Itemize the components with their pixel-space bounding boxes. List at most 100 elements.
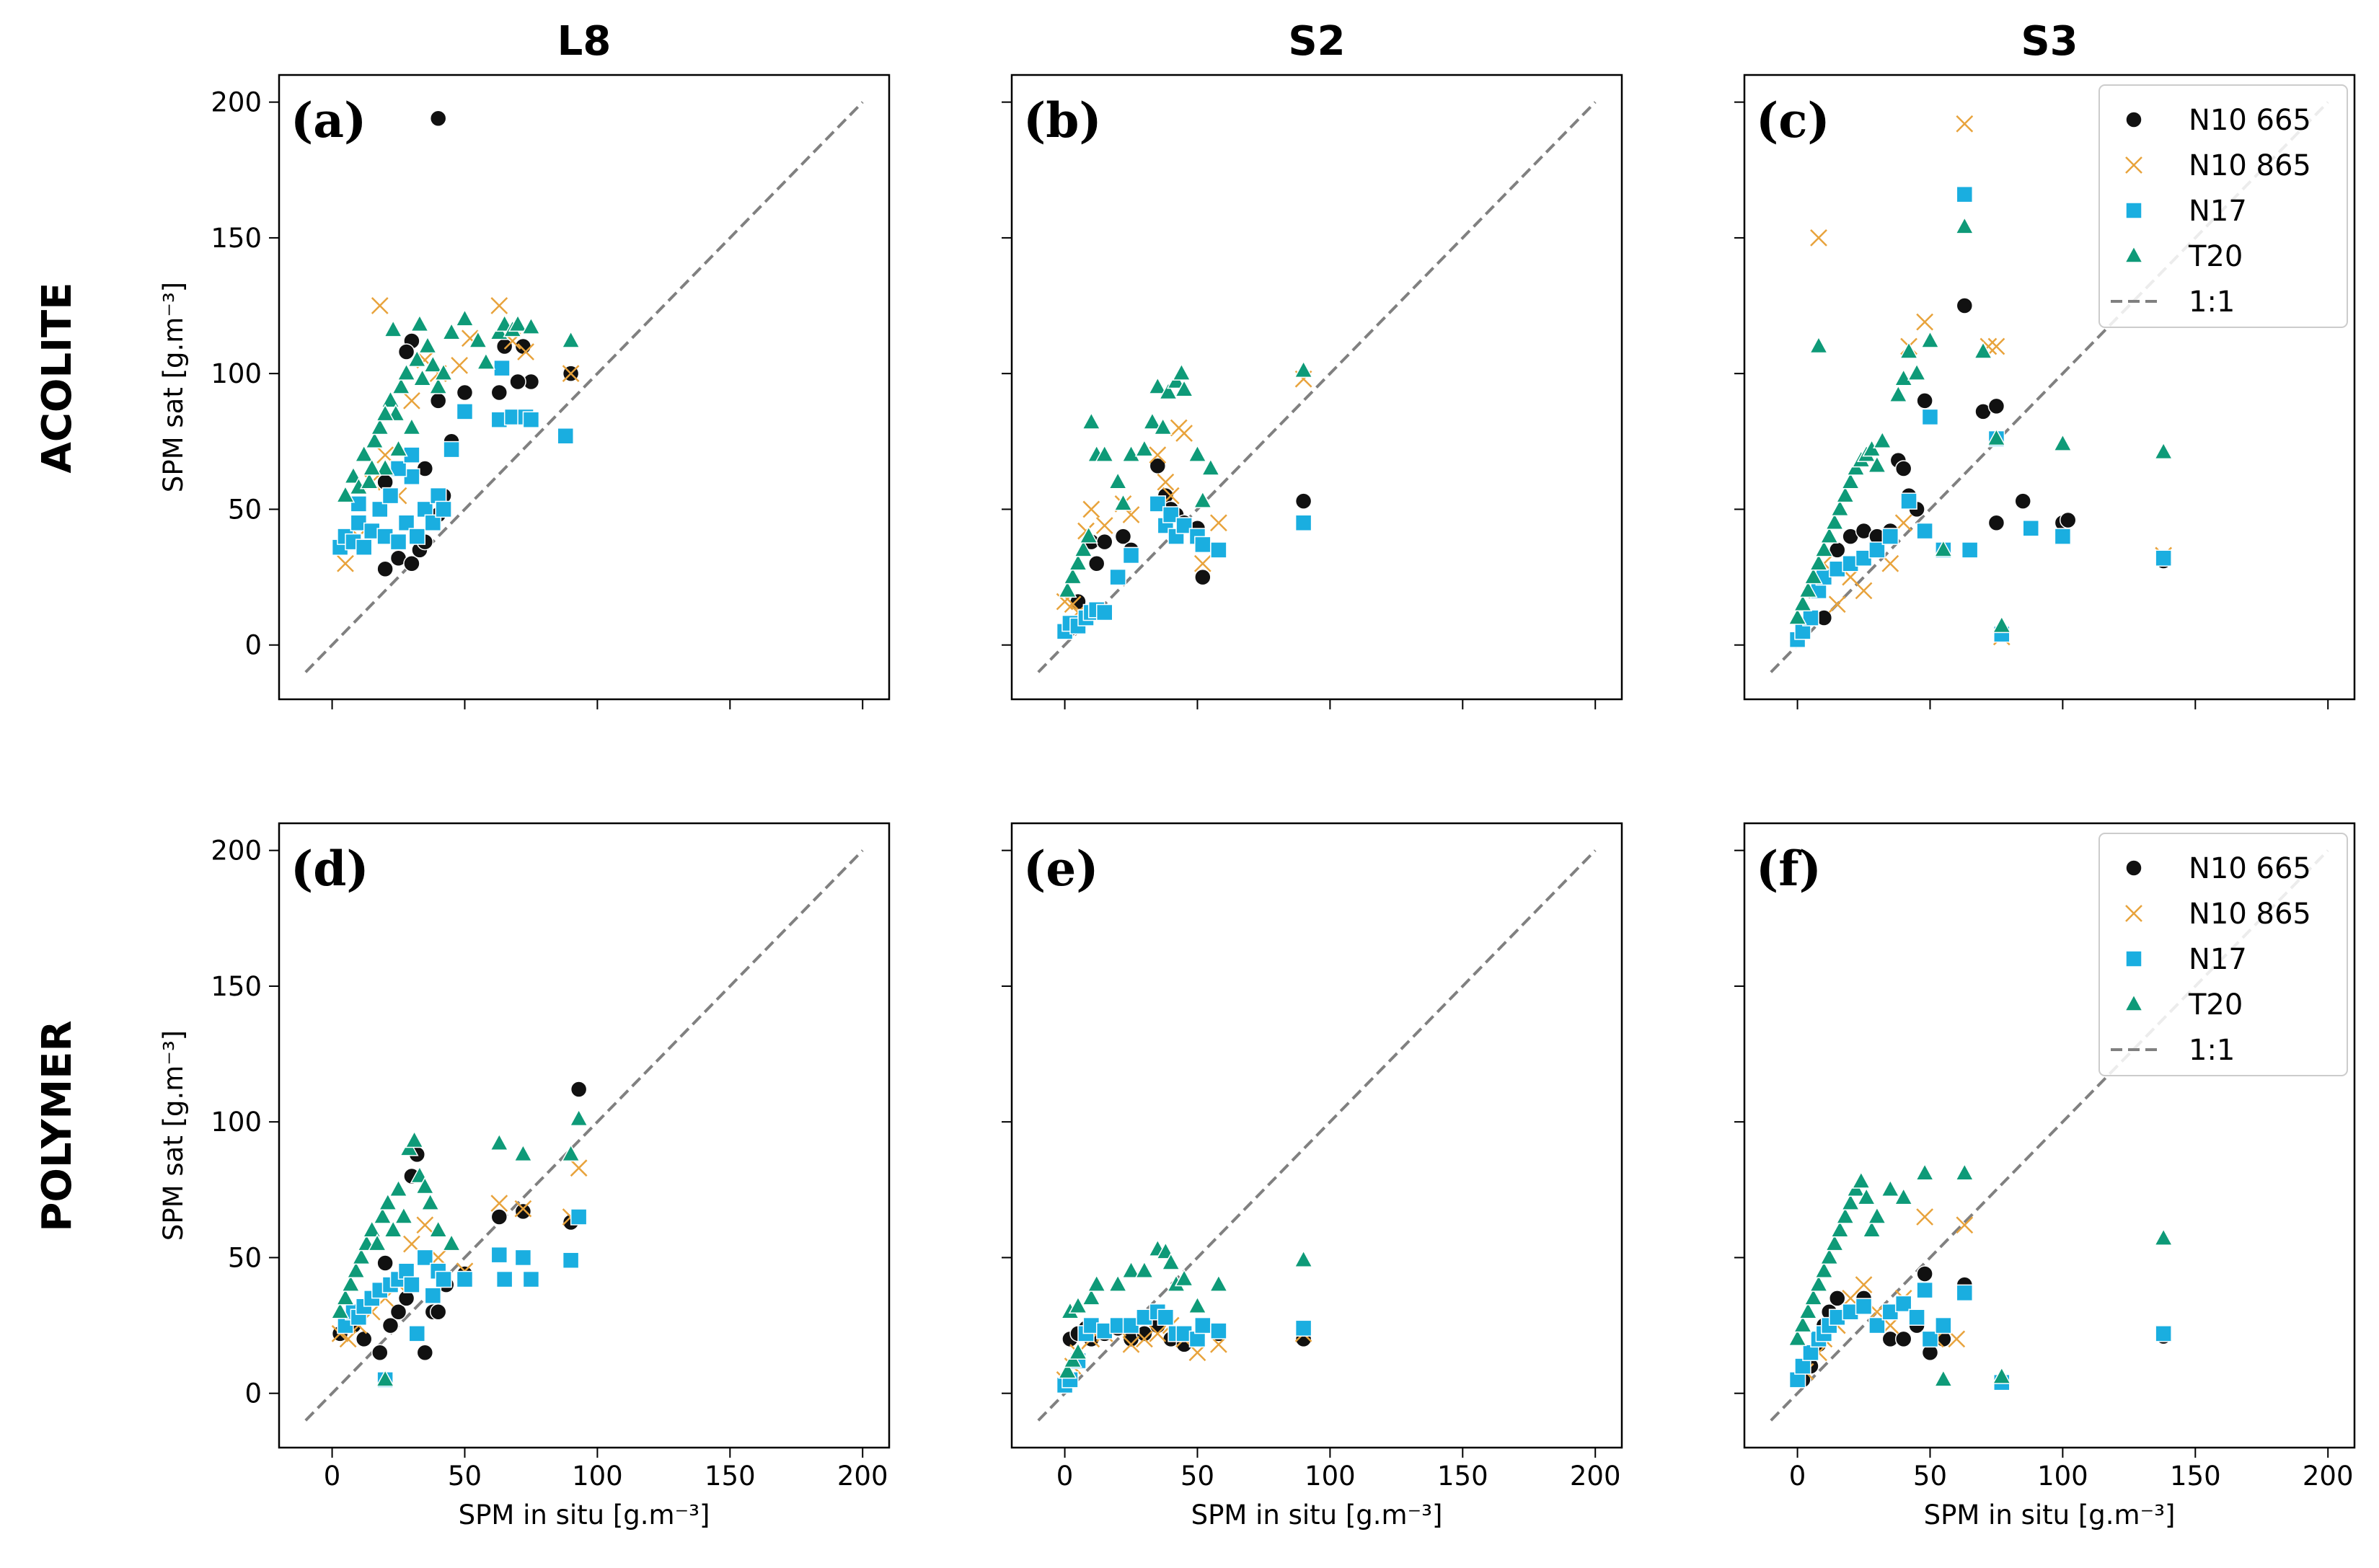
point-n17	[1855, 1298, 1873, 1315]
point-t20	[1209, 1274, 1229, 1292]
legend-entry-label: N10 865	[2189, 898, 2311, 931]
point-t20	[1851, 1171, 1871, 1189]
point-t20	[365, 430, 384, 449]
series-n10-865	[1056, 370, 1312, 621]
point-t20	[1188, 1295, 1207, 1314]
point-n10-665	[1095, 533, 1113, 551]
point-t20	[1819, 526, 1839, 544]
point-t20	[362, 1220, 382, 1238]
point-n17	[1956, 1284, 1974, 1302]
point-t20	[1824, 1233, 1845, 1252]
point-t20	[405, 1130, 424, 1148]
point-n17	[493, 359, 511, 377]
point-t20	[1987, 428, 2006, 446]
point-n10-665	[376, 1254, 394, 1272]
series-n17	[1056, 1303, 1312, 1394]
point-t20	[490, 1133, 509, 1151]
panel-f: 0 50 100 150 200 SPM in situ [g.m⁻³] (f) N10 66…	[1734, 822, 2356, 1531]
point-n10-665	[1916, 1265, 1933, 1283]
series-n17	[1056, 495, 1312, 640]
point-t20	[1835, 1206, 1855, 1224]
point-n10-865	[1916, 313, 1934, 331]
point-n17	[522, 411, 540, 428]
point-t20	[1830, 1220, 1850, 1238]
point-n17	[381, 487, 400, 505]
point-t20	[397, 363, 416, 381]
point-t20	[389, 439, 408, 457]
row-title-acolite: ACOLITE	[34, 282, 81, 473]
legend-swatch-n10-665	[2125, 111, 2142, 128]
point-t20	[418, 335, 438, 354]
point-t20	[1862, 1220, 1881, 1238]
point-t20	[2153, 441, 2173, 460]
point-t20	[1161, 1252, 1180, 1270]
point-n17	[1921, 408, 1939, 426]
point-t20	[428, 376, 448, 394]
point-n17	[1210, 1322, 1227, 1339]
point-n10-865	[337, 554, 354, 572]
series-t20	[335, 309, 581, 503]
point-n10-665	[1114, 528, 1132, 545]
point-n17	[1095, 603, 1113, 621]
plot-area	[304, 849, 864, 1422]
point-t20	[375, 1369, 395, 1387]
point-n17	[2155, 1325, 2172, 1342]
point-n17	[1194, 1316, 1211, 1334]
point-t20	[468, 330, 488, 348]
point-n17	[456, 403, 474, 420]
point-t20	[1824, 512, 1845, 531]
point-t20	[1840, 471, 1861, 490]
point-n17	[435, 500, 452, 518]
point-n17	[456, 1270, 474, 1288]
point-n10-665	[376, 560, 394, 578]
column-title-s3: S3	[2021, 18, 2078, 65]
series-t20	[1057, 360, 1313, 598]
point-t20	[1193, 490, 1213, 508]
point-n10-665	[416, 1344, 434, 1361]
point-t20	[1973, 341, 1993, 359]
series-n17	[337, 1208, 588, 1388]
y-tick-label: 50	[228, 494, 262, 525]
point-t20	[375, 458, 395, 476]
point-n10-665	[1956, 297, 1974, 314]
legend-entry-label: 1:1	[2189, 1034, 2235, 1067]
point-t20	[383, 1220, 403, 1238]
x-axis-label: SPM in situ [g.m⁻³]	[1191, 1500, 1443, 1531]
point-n17	[495, 1270, 513, 1288]
column-title-s2: S2	[1288, 18, 1345, 65]
legend-entry-label: N10 665	[2189, 104, 2311, 137]
point-n10-865	[451, 356, 469, 374]
point-n10-865	[1956, 1216, 1974, 1234]
point-t20	[1798, 580, 1818, 598]
point-n10-665	[1894, 1330, 1912, 1348]
one-to-one-line	[304, 849, 864, 1422]
point-n10-865	[1122, 1336, 1140, 1353]
point-n10-865	[570, 1159, 588, 1177]
point-t20	[1804, 1288, 1823, 1306]
point-n10-865	[490, 297, 508, 314]
legend-swatch-n10-865	[2125, 905, 2142, 922]
x-tick-label: 100	[2037, 1461, 2088, 1492]
legend-entry-label: N10 665	[2189, 852, 2311, 885]
point-n10-865	[1855, 582, 1873, 600]
panel-label: (a)	[291, 92, 366, 149]
point-t20	[1188, 444, 1207, 462]
point-t20	[1814, 539, 1834, 557]
point-n17	[1294, 1319, 1312, 1337]
point-t20	[569, 1108, 588, 1127]
point-t20	[423, 355, 443, 373]
point-t20	[1992, 615, 2012, 634]
x-tick-label: 200	[2303, 1461, 2354, 1492]
point-t20	[428, 1220, 448, 1238]
y-tick-label: 50	[228, 1242, 262, 1273]
y-axis-label: SPM sat [g.m⁻³]	[158, 1030, 189, 1241]
point-t20	[1933, 1369, 1954, 1387]
legend-entry-label: N17	[2189, 195, 2247, 228]
point-t20	[1793, 1314, 1813, 1333]
point-t20	[1899, 341, 1919, 359]
one-to-one-line	[304, 101, 864, 673]
point-t20	[1172, 363, 1191, 381]
point-n17	[389, 533, 407, 551]
point-n17	[424, 514, 442, 532]
point-t20	[1074, 539, 1093, 557]
